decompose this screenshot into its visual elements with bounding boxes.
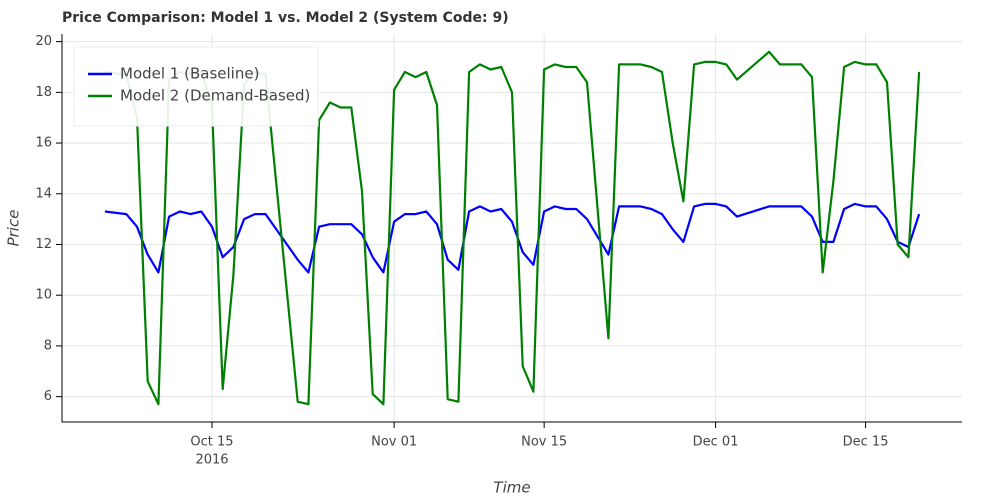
y-tick-label: 8 <box>44 338 52 353</box>
y-tick-label: 10 <box>35 288 52 303</box>
legend-box <box>73 46 319 127</box>
x-tick-label: Dec 15 <box>843 435 889 450</box>
y-axis-label: Price <box>5 210 23 247</box>
y-tick-label: 12 <box>35 237 52 252</box>
chart-title: Price Comparison: Model 1 vs. Model 2 (S… <box>62 10 509 26</box>
x-tick-label: Dec 01 <box>693 435 739 450</box>
x-tick-label: Nov 01 <box>371 435 417 450</box>
x-tick-label: Oct 15 <box>190 435 233 450</box>
x-tick-year: 2016 <box>195 453 228 468</box>
y-tick-label: 6 <box>44 389 52 404</box>
series-line <box>104 50 921 406</box>
x-axis-label: Time <box>493 479 530 497</box>
legend-label: Model 1 (Baseline) <box>120 65 259 83</box>
y-tick-label: 20 <box>35 34 52 49</box>
series-line <box>104 202 921 274</box>
legend-label: Model 2 (Demand-Based) <box>120 87 310 105</box>
y-tick-label: 18 <box>35 85 52 100</box>
x-tick-label: Nov 15 <box>521 435 567 450</box>
y-tick-label: 16 <box>35 136 52 151</box>
y-tick-label: 14 <box>35 186 52 201</box>
